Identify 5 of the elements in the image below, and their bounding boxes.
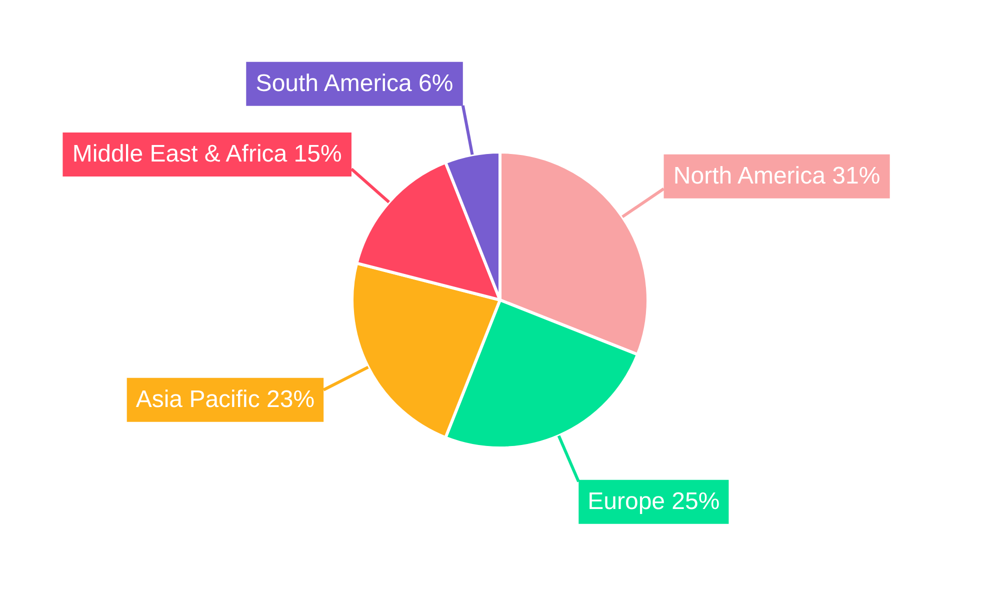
slice-label: South America 6% [256,70,454,97]
slice-label: Europe 25% [588,488,720,515]
slice-label: Asia Pacific 23% [136,386,315,413]
slice-label: Middle East & Africa 15% [72,140,342,168]
slice-label: North America 31% [673,162,880,190]
